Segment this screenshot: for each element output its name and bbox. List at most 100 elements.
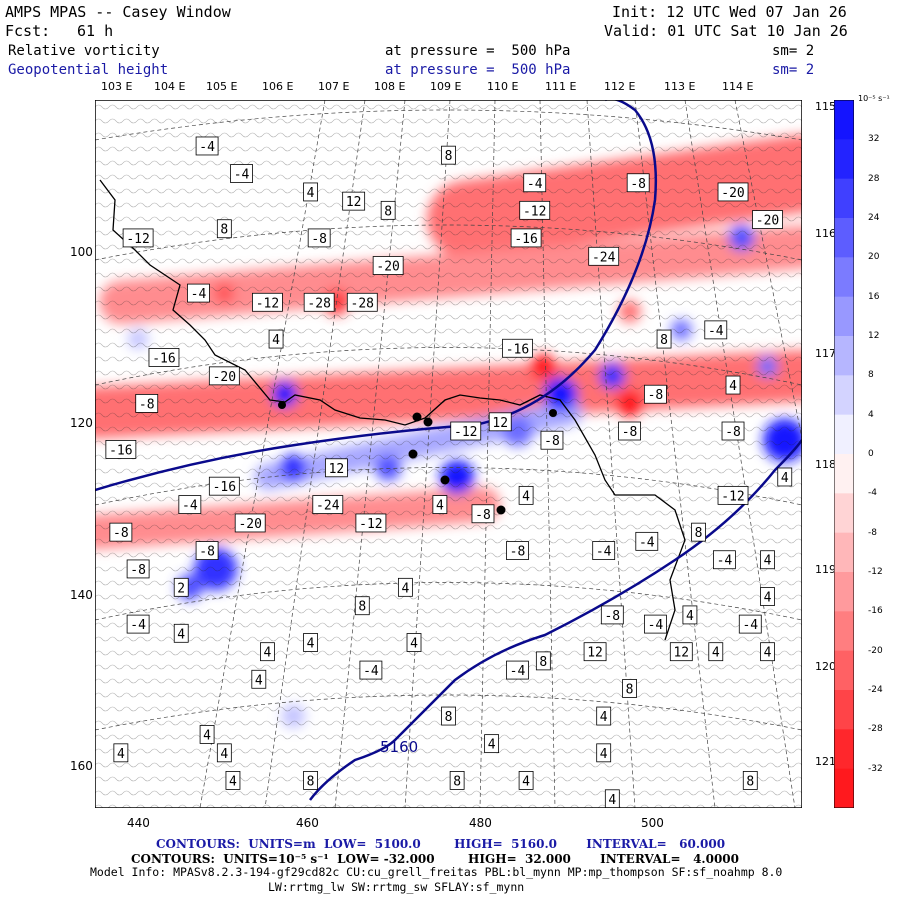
vorticity-contour-label: -20 — [234, 513, 266, 533]
colorbar-segment — [834, 100, 854, 140]
label-box — [518, 485, 534, 505]
label-text: -8 — [648, 388, 664, 403]
label-box — [704, 320, 728, 340]
meridian-line — [539, 100, 556, 808]
lon-label-top: 113 E — [664, 80, 696, 93]
label-box — [126, 559, 150, 579]
label-text: 4 — [522, 489, 530, 504]
vorticity-contour-label: -16 — [510, 228, 542, 248]
vorticity-contour-label: 8 — [656, 329, 672, 349]
vorticity-contour-label: -8 — [471, 504, 495, 524]
colorbar-segment — [834, 532, 854, 573]
vorticity-contour-label: -4 — [178, 495, 202, 514]
vorticity-contour-label: 4 — [518, 771, 534, 790]
field1-smoothing: sm= 2 — [772, 43, 815, 59]
label-box — [225, 771, 241, 790]
label-box — [760, 550, 775, 570]
vorticity-contour-labels: -12 -4 -16 -20 -8 -16 -16 -4 -8 -20 -8 -4 -8 2 -4 -4 4 12… — [105, 136, 793, 808]
parallel-line — [95, 109, 802, 141]
init-time: Init: 12 UTC Wed 07 Jan 26 — [612, 3, 847, 21]
label-text: -20 — [376, 260, 399, 275]
label-box — [432, 495, 448, 514]
label-text: -8 — [130, 563, 146, 578]
colorbar-segment — [834, 611, 854, 652]
label-text: 4 — [608, 793, 616, 808]
label-box — [126, 614, 150, 634]
label-box — [717, 182, 749, 202]
label-box — [738, 614, 762, 634]
label-box — [208, 476, 240, 496]
vorticity-contour-label: -4 — [713, 550, 736, 570]
vorticity-contour-label: -16 — [105, 440, 137, 459]
station-marker — [412, 412, 422, 422]
vorticity-contour-label: -4 — [738, 614, 762, 634]
label-box — [488, 412, 512, 432]
label-box — [596, 743, 612, 763]
label-text: -20 — [238, 517, 261, 532]
label-text: -4 — [639, 535, 655, 550]
colorbar-tick-label: 20 — [868, 252, 880, 263]
vorticity-contour-label: 8 — [622, 679, 637, 698]
label-text: -20 — [756, 214, 779, 229]
y-tick-label: 160 — [70, 759, 93, 773]
vorticity-contour-label: -8 — [721, 421, 745, 441]
vorticity-contour-label: 4 — [682, 605, 698, 625]
label-box — [195, 541, 219, 560]
vorticity-contour-label: -4 — [523, 173, 547, 193]
vorticity-contour-label: -20 — [752, 210, 783, 229]
label-box — [441, 145, 456, 165]
label-text: 8 — [445, 710, 453, 725]
colorbar-segment — [834, 454, 854, 494]
vorticity-contour-label: -20 — [717, 182, 749, 202]
label-text: -8 — [139, 397, 155, 412]
vorticity-contour-label: 12 — [669, 642, 693, 662]
label-text: 8 — [220, 223, 228, 238]
label-box — [397, 577, 413, 597]
vorticity-contour-label: 4 — [760, 642, 775, 662]
label-box — [234, 513, 266, 533]
label-box — [148, 348, 180, 367]
colorbar-segment — [834, 690, 854, 730]
height-contour-label: 5160 — [380, 738, 418, 756]
label-text: 4 — [686, 609, 694, 624]
vorticity-contour-label: -8 — [618, 421, 641, 441]
vorticity-contour-label: 4 — [303, 633, 318, 652]
label-text: -4 — [708, 324, 724, 339]
x-tick-label: 500 — [641, 816, 664, 830]
label-box — [760, 587, 775, 606]
forecast-label: Fcst: — [5, 22, 51, 40]
field2-name: Geopotential height — [8, 62, 169, 78]
vorticity-contour-label: -12 — [717, 485, 749, 505]
chart-title: AMPS MPAS -- Casey Window — [5, 3, 231, 21]
vorticity-contour-label: 8 — [303, 771, 318, 790]
station-markers — [278, 401, 557, 515]
label-box — [742, 771, 758, 790]
lon-label-top: 109 E — [430, 80, 462, 93]
label-box — [178, 495, 202, 514]
label-text: -16 — [152, 351, 175, 366]
label-box — [251, 669, 267, 689]
colorbar-segment — [834, 257, 854, 298]
vorticity-contour-label: 4 — [760, 587, 775, 606]
vorticity-contour-label: 4 — [251, 669, 267, 689]
lon-label-top: 107 E — [318, 80, 350, 93]
colorbar-tick-label: -20 — [868, 645, 883, 656]
label-box — [307, 228, 331, 248]
label-box — [260, 642, 275, 662]
colorbar-tick-label: 12 — [868, 331, 880, 341]
label-text: 4 — [410, 636, 418, 651]
label-box — [596, 706, 612, 726]
label-box — [449, 771, 465, 790]
label-text: -4 — [199, 140, 215, 155]
vorticity-contour-label: 8 — [691, 522, 706, 542]
vorticity-contour-label: -16 — [502, 338, 533, 358]
label-box — [342, 191, 366, 211]
label-box — [502, 338, 533, 358]
label-box — [622, 679, 637, 698]
label-box — [618, 421, 641, 441]
vorticity-contour-label: -4 — [704, 320, 728, 340]
label-text: 8 — [445, 149, 453, 164]
label-box — [626, 173, 650, 193]
colorbar-tick-label: -4 — [868, 488, 877, 499]
colorbar — [834, 100, 854, 808]
